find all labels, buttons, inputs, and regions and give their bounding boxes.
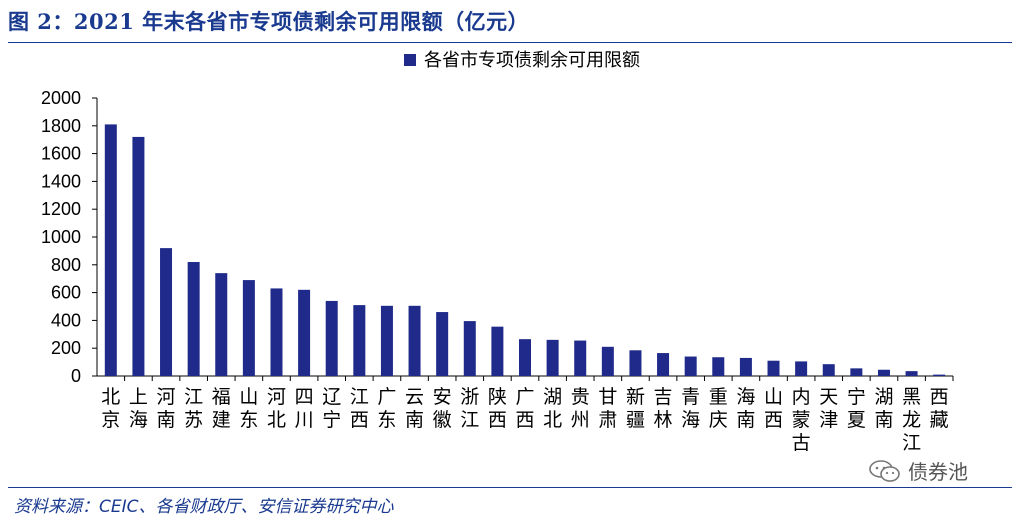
bar (739, 357, 752, 376)
bar (877, 369, 890, 376)
x-tick-label: 黑龙江黑龙江 (902, 386, 921, 454)
x-tick-label: 北京北京 (101, 386, 120, 431)
x-tick-label: 山东山东 (239, 386, 258, 431)
bar (104, 124, 117, 376)
bar (822, 364, 835, 376)
x-tick-label: 广西广西 (515, 386, 534, 431)
x-tick-label: 福建福建 (212, 386, 231, 431)
x-tick-label: 湖南湖南 (874, 386, 893, 431)
y-tick-label: 1600 (41, 144, 81, 164)
x-tick-label: 吉林吉林 (654, 386, 673, 431)
y-tick-label: 600 (51, 283, 81, 303)
bar (933, 374, 946, 376)
bar (574, 340, 587, 376)
x-tick-label: 内蒙古内蒙古 (792, 386, 811, 454)
figure-title: 图 2：2021 年末各省市专项债剩余可用限额（亿元） (8, 9, 530, 34)
bar (215, 273, 228, 376)
bar (684, 356, 697, 376)
bar (436, 312, 449, 376)
legend-swatch (404, 54, 416, 66)
bar (380, 305, 393, 376)
x-tick-label: 湖北湖北 (543, 386, 562, 431)
x-tick-label: 上海上海 (129, 386, 148, 431)
x-tick-label: 安徽安徽 (433, 386, 452, 431)
x-tick-label: 浙江浙江 (460, 386, 479, 431)
x-tick-label: 天津天津 (819, 386, 838, 431)
y-tick-label: 2000 (41, 88, 81, 108)
footer-divider (8, 487, 1012, 488)
x-tick-label: 甘肃甘肃 (598, 386, 617, 431)
bar (601, 346, 614, 376)
watermark: 债券池 (868, 456, 968, 485)
bar (657, 353, 670, 376)
bar (353, 305, 366, 376)
x-tick-label: 重庆重庆 (709, 386, 728, 431)
x-tick-label: 山西山西 (764, 386, 783, 431)
y-tick-label: 1800 (41, 116, 81, 136)
bar (850, 368, 863, 376)
bar (629, 350, 642, 376)
bar (408, 305, 421, 376)
bar (270, 288, 283, 376)
x-tick-label: 河南河南 (157, 386, 176, 431)
bar (325, 300, 338, 376)
bar (298, 289, 311, 376)
bar (187, 262, 200, 376)
watermark-text: 债券池 (908, 460, 968, 484)
x-tick-label: 青海青海 (681, 386, 700, 431)
bar (519, 339, 531, 376)
bar (546, 339, 559, 376)
x-tick-label: 新疆新疆 (626, 386, 645, 431)
y-tick-label: 0 (71, 366, 81, 386)
x-tick-label: 西藏西藏 (930, 386, 949, 431)
y-tick-label: 800 (51, 255, 81, 275)
x-tick-label: 陕西陕西 (488, 386, 507, 431)
bar (767, 360, 780, 376)
source-note: 资料来源：CEIC、各省财政厅、安信证券研究中心 (14, 497, 394, 517)
x-tick-label: 云南云南 (405, 386, 424, 431)
legend-label: 各省市专项债剩余可用限额 (424, 50, 640, 71)
x-tick-label: 四川四川 (295, 386, 314, 431)
x-tick-label: 广东广东 (377, 386, 396, 431)
bar (132, 136, 145, 376)
bar (905, 371, 918, 376)
x-tick-label: 贵州贵州 (571, 386, 590, 431)
wechat-icon (869, 459, 900, 482)
bar-chart: 0 200 400 600 800 1000 1200 1400 1600 1800 2000 北京北… (41, 50, 954, 454)
bar (491, 326, 504, 376)
bar (463, 321, 476, 376)
x-tick-label: 宁夏宁夏 (847, 386, 866, 431)
y-tick-label: 1200 (41, 199, 81, 219)
bar (712, 357, 725, 376)
x-tick-label: 江苏江苏 (184, 386, 203, 431)
bar (242, 280, 255, 376)
x-tick-label: 河北河北 (267, 386, 286, 431)
bar (160, 248, 173, 376)
x-tick-label: 海南海南 (736, 386, 755, 431)
bar (795, 361, 808, 376)
y-tick-label: 1000 (41, 227, 81, 247)
y-tick-label: 1400 (41, 171, 81, 191)
y-tick-label: 400 (51, 310, 81, 330)
x-tick-label: 江西江西 (350, 386, 369, 431)
y-tick-label: 200 (51, 338, 81, 358)
title-divider (8, 42, 1012, 43)
x-tick-label: 辽宁辽宁 (322, 386, 341, 431)
